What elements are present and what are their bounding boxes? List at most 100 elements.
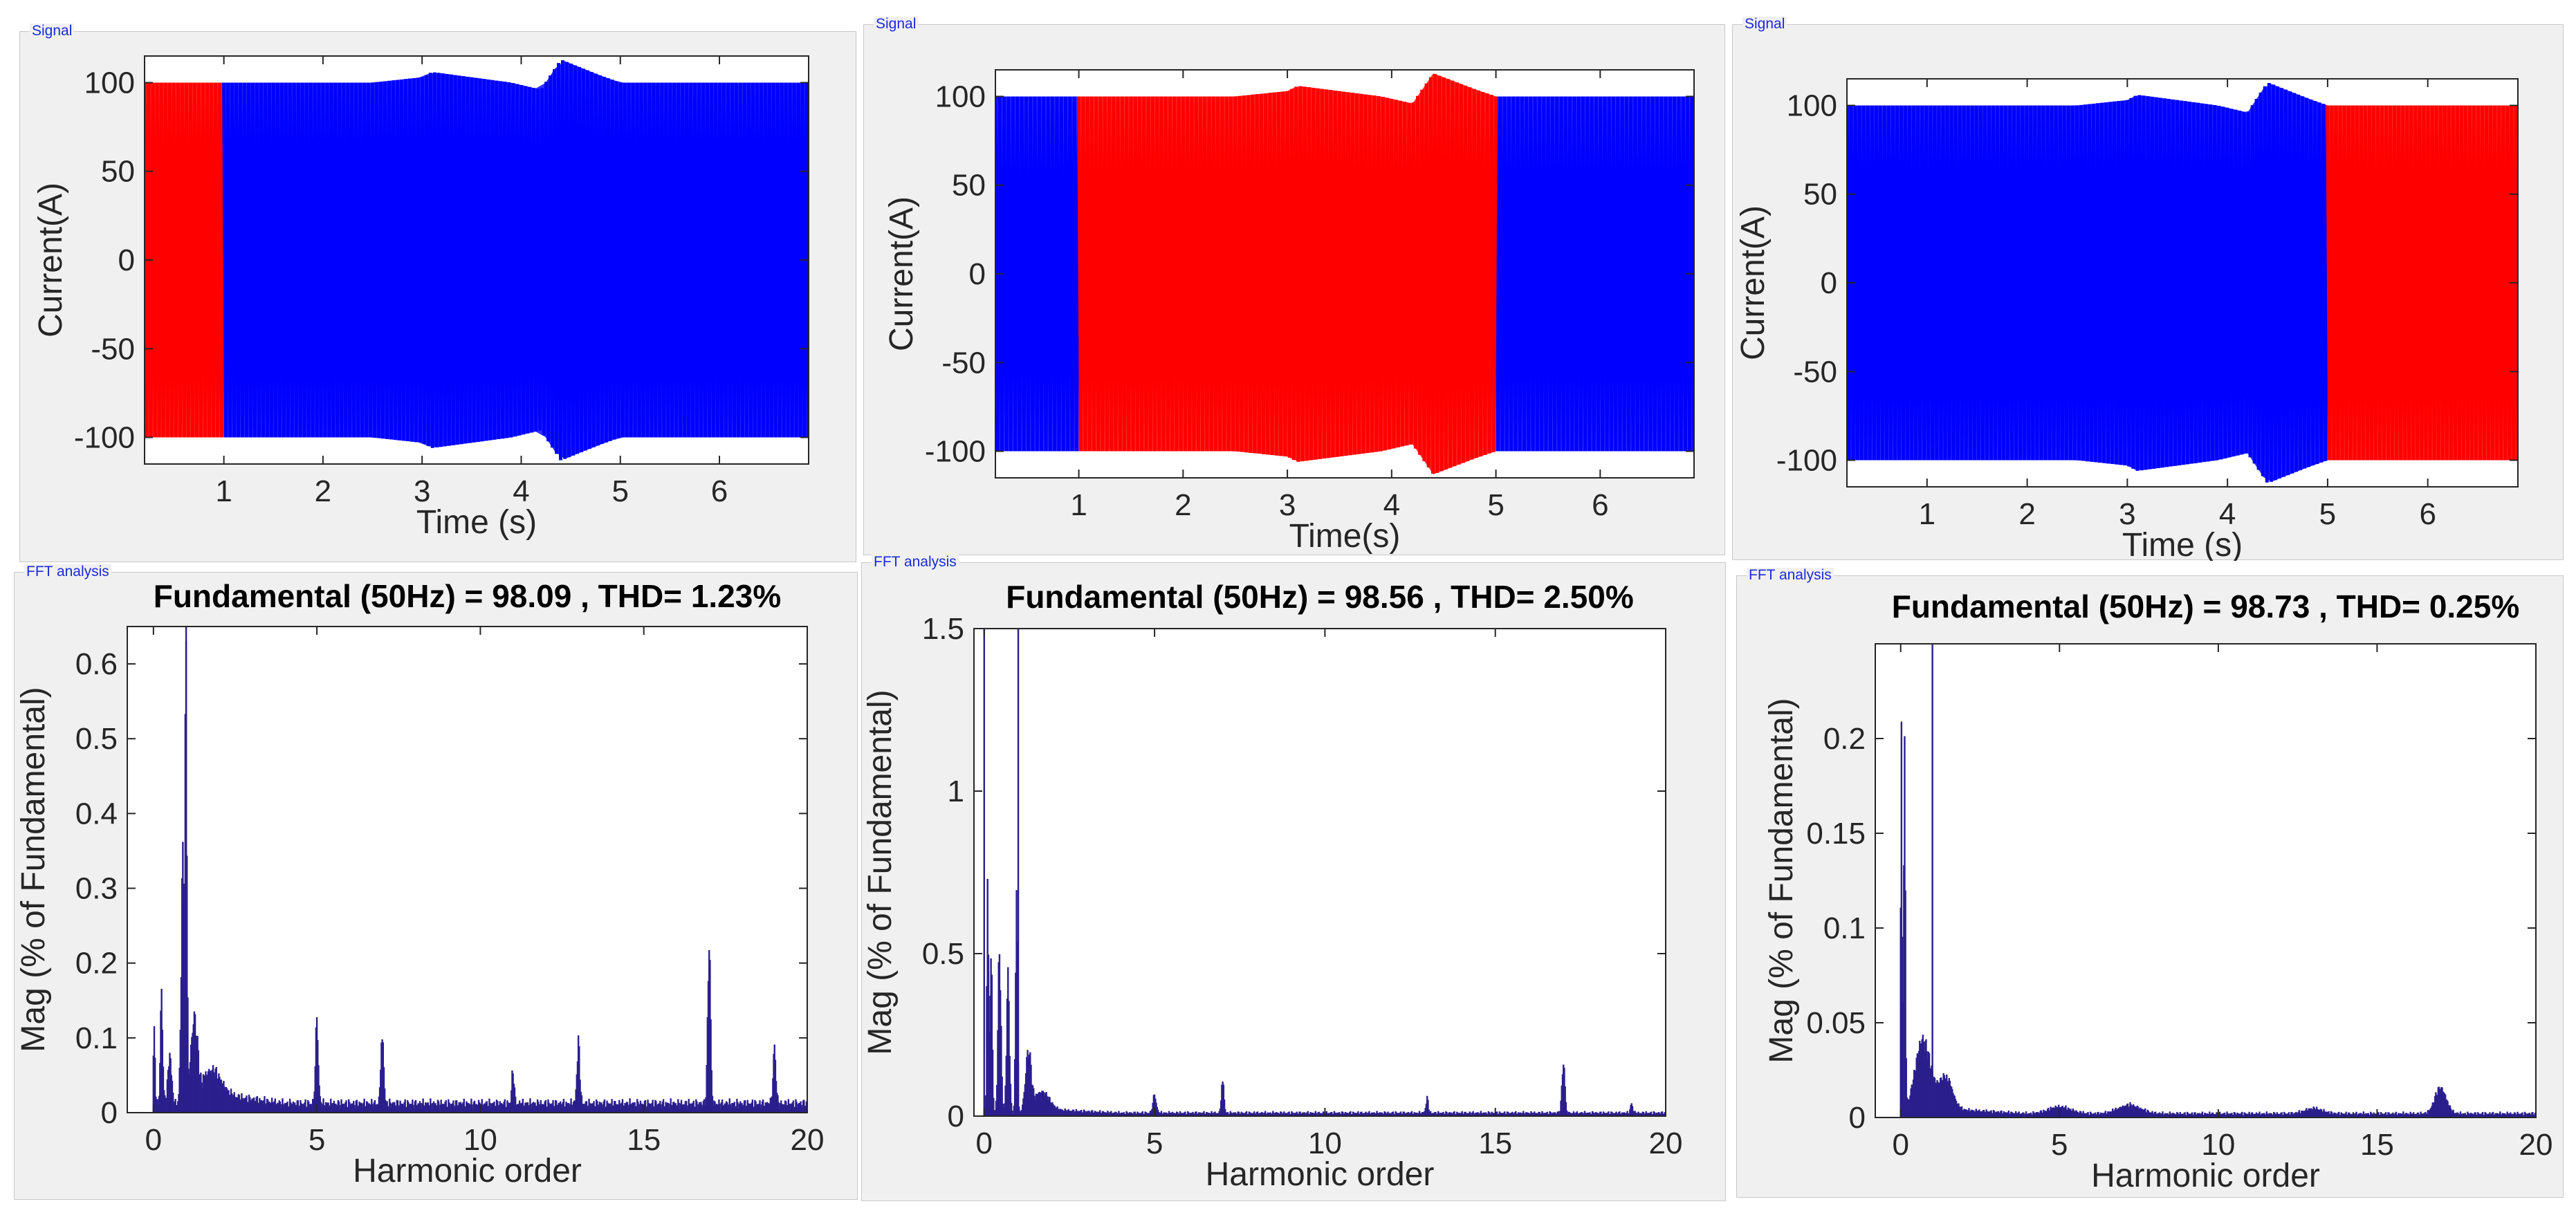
signal-envelope-fill [1847,84,2328,482]
y-axis-label: Current(A) [33,183,69,337]
y-tick-label: -100 [925,435,986,469]
signal-envelope-fill [2327,105,2518,461]
signal-envelope-fill [223,61,809,459]
signal-envelope-fill [1078,73,1496,474]
fft-panel-label: FFT analysis [24,564,111,579]
y-tick-label: 0.6 [75,647,118,681]
y-tick-label: 0.15 [1806,817,1866,851]
x-tick-label: 1 [1070,488,1087,522]
x-axis-label: Time (s) [2122,527,2243,561]
x-tick-label: 15 [1478,1126,1512,1160]
x-tick-label: 0 [976,1126,993,1160]
chart-title: Fundamental (50Hz) = 98.09 , THD= 1.23% [154,578,782,614]
y-tick-label: 100 [935,80,986,113]
y-tick-label: 100 [84,66,135,100]
x-tick-label: 0 [145,1123,162,1157]
signal-envelope-fill [995,96,1079,452]
axes-box [973,628,1666,1117]
y-axis-label: Current(A) [883,196,920,351]
y-tick-label: 0 [948,1100,964,1133]
x-tick-label: 3 [414,474,430,508]
y-tick-label: -50 [91,332,135,366]
signal-panel-label: Signal [1742,17,1787,32]
fft-panel-label: FFT analysis [872,555,959,570]
x-tick-label: 1 [1919,497,1935,531]
x-tick-label: 10 [2201,1128,2235,1162]
y-axis-label: Mag (% of Fundamental) [15,687,52,1052]
y-tick-label: 0.1 [1823,911,1866,945]
plot-area [1875,644,2536,1117]
fft-panel-3: FFT analysis 0 5 10 15 20 0 0.05 0.1 0.15 0.2 Harm… [1736,568,2564,1198]
signal-chart-3: 1 2 3 4 5 6 100 50 0 -50 -100 Time (s) Current(A) [1735,78,2519,564]
y-axis-label: Current(A) [1735,205,1772,360]
signal-panel-label: Signal [874,17,919,32]
x-tick-label: 2 [1175,488,1191,522]
y-axis-label: Mag (% of Fundamental) [1763,698,1800,1063]
chart-title: Fundamental (50Hz) = 98.73 , THD= 0.25% [1892,588,2520,624]
fft-bars [1899,644,2536,1117]
fft-chart-3: 0 5 10 15 20 0 0.05 0.1 0.15 0.2 Harmonic order Mag… [1763,588,2553,1194]
x-tick-label: 5 [1487,488,1504,522]
y-tick-label: -50 [941,346,986,380]
chart-title: Fundamental (50Hz) = 98.56 , THD= 2.50% [1006,579,1634,615]
x-tick-label: 5 [309,1123,325,1157]
signal-panel-2: Signal 1 2 3 4 5 6 100 50 0 -50 -100 Time(s) Current… [863,17,1725,555]
fft-panel-2: FFT analysis 0 5 10 15 20 0 0.5 1 1.5 Harmonic or… [861,555,1726,1201]
signal-panel-label: Signal [30,24,75,39]
x-tick-label: 6 [2419,497,2436,531]
y-tick-label: 100 [1787,89,1837,122]
signal-chart-2: 1 2 3 4 5 6 100 50 0 -50 -100 Time(s) Current(A) [883,69,1695,555]
y-tick-label: 0 [1849,1101,1866,1135]
signal-series-signal [1847,82,2330,483]
x-tick-label: 15 [627,1123,661,1157]
signal-panel-1: Signal 1 2 3 4 5 6 100 50 0 -50 -100 Time (s) Curren… [19,24,856,562]
y-tick-label: 0.1 [75,1021,118,1055]
x-tick-label: 20 [2519,1128,2553,1162]
signal-series-highlighted [2326,105,2518,461]
signal-series-highlighted [1077,73,1498,474]
y-tick-label: 0.3 [75,872,118,906]
y-tick-label: 0.5 [75,722,118,756]
x-tick-label: 0 [1892,1128,1908,1162]
fft-chart-1: 0 5 10 15 20 0 0.1 0.2 0.3 0.4 0.5 0.6 Harmonic orde… [15,578,825,1189]
y-tick-label: 1.5 [922,612,964,646]
fft-chart-2: 0 5 10 15 20 0 0.5 1 1.5 Harmonic order Mag (% of … [862,579,1683,1193]
y-tick-label: 0 [1821,266,1837,300]
x-axis-label: Time (s) [416,504,537,541]
y-axis-label: Mag (% of Fundamental) [862,689,899,1055]
x-tick-label: 20 [1649,1126,1683,1160]
y-tick-label: -100 [1776,444,1837,478]
y-tick-label: 0.05 [1806,1006,1866,1040]
y-tick-label: 0 [118,243,135,277]
x-tick-label: 20 [791,1123,825,1157]
x-tick-label: 15 [2360,1128,2394,1162]
y-tick-label: 0.5 [922,937,964,971]
x-tick-label: 4 [1383,488,1400,522]
y-tick-label: 0.4 [75,797,118,831]
y-tick-label: 50 [1803,178,1837,212]
signal-panel-3: Signal 1 2 3 4 5 6 100 50 0 -50 -100 Time (s) Curren… [1732,17,2564,564]
fft-bars [152,627,807,1113]
x-axis-label: Time(s) [1289,518,1401,555]
x-tick-label: 3 [2119,497,2135,531]
x-tick-label: 6 [711,474,728,508]
plot-area [974,629,1666,1116]
signal-envelope-fill [1496,96,1694,452]
signal-series-signal [995,96,1081,452]
signal-chart-1: 1 2 3 4 5 6 100 50 0 -50 -100 Time (s) Current(A) [33,55,809,541]
x-tick-label: 3 [1279,488,1296,522]
x-tick-label: 10 [463,1123,497,1157]
x-tick-label: 4 [2219,497,2236,531]
x-tick-label: 5 [612,474,629,508]
x-tick-label: 5 [2051,1128,2068,1162]
signal-envelope-fill [145,82,224,438]
x-axis-label: Harmonic order [2091,1158,2320,1194]
plot-area [127,627,807,1113]
fft-panel-1: FFT analysis 0 5 10 15 20 0 0.1 0.2 0.3 0.4 0.5 0.6… [14,564,858,1200]
x-tick-label: 6 [1592,488,1608,522]
fft-panel-label: FFT analysis [1747,568,1834,583]
y-tick-label: -100 [74,421,135,455]
y-tick-label: 0.2 [75,947,118,981]
x-axis-label: Harmonic order [1206,1156,1435,1193]
